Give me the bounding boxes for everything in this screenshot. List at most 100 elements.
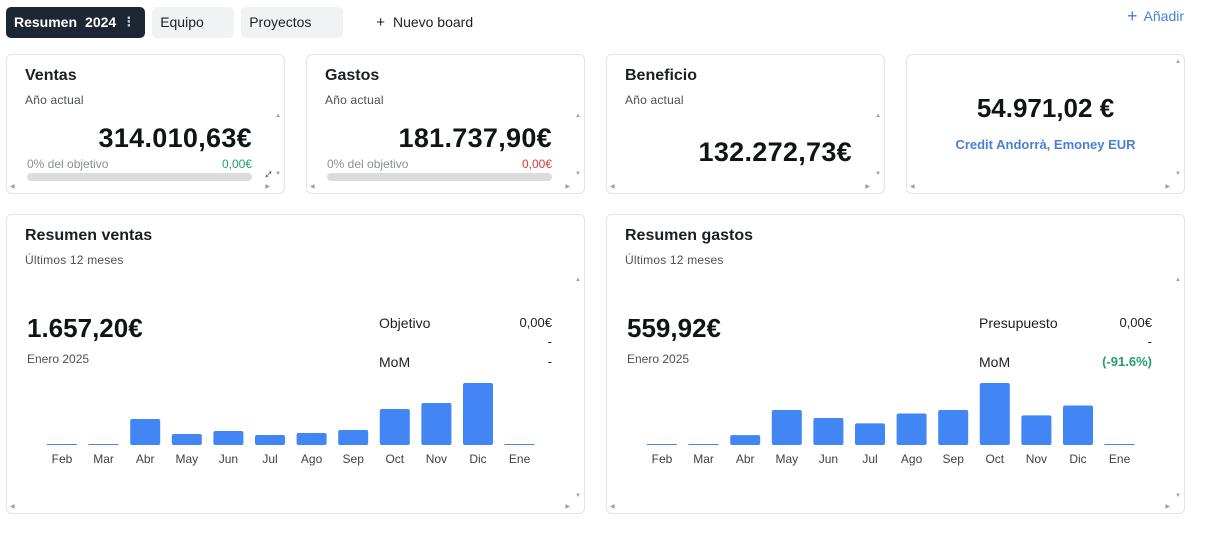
tab-equipo-label: Equipo (160, 14, 204, 30)
chart-bar-feb[interactable] (47, 444, 77, 445)
scroll-right-icon[interactable]: ▶ (865, 184, 870, 190)
chart-bar-dic[interactable] (463, 383, 493, 445)
tab-resumen[interactable]: Resumen 2024 ⋮ (6, 6, 146, 38)
summary-period: Enero 2025 (627, 352, 690, 366)
plus-icon: + (1127, 6, 1138, 26)
scroll-right-icon[interactable]: ▶ (1165, 504, 1170, 510)
chart-bar-oct[interactable] (979, 383, 1010, 445)
chart-bar-ene[interactable] (504, 444, 535, 445)
goal-value: 0,00€ (519, 315, 552, 330)
chart-bar-jul[interactable] (855, 423, 885, 445)
kpi-value: 314.010,63€ (98, 123, 252, 153)
card-title: Resumen gastos (625, 227, 754, 244)
add-widget-button[interactable]: + Añadir (1127, 6, 1184, 26)
budget-label: Presupuesto (979, 315, 1058, 331)
goal-progress-text: 0% del objetivo 0,00€ (327, 157, 552, 171)
chart-x-label: Ene (1109, 452, 1131, 466)
chart-x-label: Feb (652, 452, 673, 466)
chart-x-label: Nov (426, 452, 447, 466)
expenses-summary-card[interactable]: Resumen gastos Últimos 12 meses 559,92€ … (606, 214, 1185, 514)
chart-x-label: Mar (93, 452, 114, 466)
card-title: Resumen ventas (25, 227, 153, 244)
tab-equipo[interactable]: Equipo (152, 6, 235, 38)
chart-bar-sep[interactable] (938, 409, 969, 445)
scroll-down-icon[interactable]: ▼ (875, 171, 881, 177)
kebab-menu-icon[interactable]: ⋮ (122, 14, 136, 29)
scroll-down-icon[interactable]: ▼ (575, 171, 581, 177)
tab-proyectos-label: Proyectos (249, 14, 312, 30)
new-board-label: Nuevo board (392, 14, 474, 30)
scroll-down-icon[interactable]: ▼ (275, 171, 281, 177)
new-board-button[interactable]: + Nuevo board (376, 14, 473, 31)
scroll-left-icon[interactable]: ◀ (10, 184, 15, 190)
mom-value: (-91.6%) (1102, 354, 1152, 369)
chart-bar-dic[interactable] (1063, 405, 1093, 445)
sales-kpi-card[interactable]: Ventas Año actual 314.010,63€ 0% del obj… (6, 54, 285, 194)
summary-period: Enero 2025 (27, 352, 90, 366)
plus-icon: + (376, 13, 385, 31)
chart-x-label: Feb (52, 452, 73, 466)
balance-accounts-link[interactable]: Credit Andorrà, Emoney EUR (955, 137, 1136, 152)
scroll-left-icon[interactable]: ◀ (610, 184, 615, 190)
card-subtitle: Últimos 12 meses (25, 253, 124, 267)
scroll-up-icon[interactable]: ▲ (575, 277, 581, 283)
scroll-up-icon[interactable]: ▲ (875, 113, 881, 119)
profit-kpi-card[interactable]: Beneficio Año actual 132.272,73€ ▲ ▼ ◀ ▶ (606, 54, 885, 194)
chart-bar-jun[interactable] (213, 431, 244, 445)
chart-x-label: Jun (819, 452, 838, 466)
sales-summary-card[interactable]: Resumen ventas Últimos 12 meses 1.657,20… (6, 214, 585, 514)
chart-x-label: Dic (469, 452, 486, 466)
chart-bar-ago[interactable] (896, 413, 927, 445)
tab-proyectos[interactable]: Proyectos (241, 6, 344, 38)
chart-bar-mar[interactable] (688, 444, 719, 445)
chart-bar-sep[interactable] (338, 430, 369, 445)
add-widget-label: Añadir (1143, 8, 1184, 24)
scroll-left-icon[interactable]: ◀ (910, 184, 915, 190)
card-title: Beneficio (625, 67, 698, 84)
scroll-left-icon[interactable]: ◀ (10, 504, 15, 510)
chart-x-label: Abr (736, 452, 755, 466)
expenses-kpi-card[interactable]: Gastos Año actual 181.737,90€ 0% del obj… (306, 54, 585, 194)
chart-x-label: Nov (1026, 452, 1047, 466)
scroll-right-icon[interactable]: ▶ (265, 184, 270, 190)
scroll-left-icon[interactable]: ◀ (310, 184, 315, 190)
chart-bar-abr[interactable] (730, 435, 761, 445)
scroll-right-icon[interactable]: ▶ (565, 184, 570, 190)
chart-x-label: Jun (219, 452, 238, 466)
scroll-right-icon[interactable]: ▶ (565, 504, 570, 510)
chart-bar-nov[interactable] (421, 403, 452, 445)
chart-bar-mar[interactable] (88, 444, 119, 445)
tab-resumen-year: 2024 (85, 14, 117, 30)
chart-bar-feb[interactable] (647, 444, 677, 445)
scroll-left-icon[interactable]: ◀ (610, 504, 615, 510)
chart-bar-abr[interactable] (130, 419, 161, 445)
chart-x-label: Jul (262, 452, 277, 466)
chart-x-label: Oct (985, 452, 1004, 466)
balance-card[interactable]: 54.971,02 € Credit Andorrà, Emoney EUR ▲… (906, 54, 1185, 194)
scroll-up-icon[interactable]: ▲ (275, 113, 281, 119)
chart-bar-jun[interactable] (813, 418, 844, 445)
chart-bar-jul[interactable] (255, 435, 285, 445)
chart-x-label: Oct (385, 452, 404, 466)
balance-value: 54.971,02 € (976, 93, 1115, 123)
scroll-right-icon[interactable]: ▶ (1165, 184, 1170, 190)
card-subtitle: Últimos 12 meses (625, 253, 724, 267)
scroll-up-icon[interactable]: ▲ (1175, 59, 1181, 65)
board-tabs: Resumen 2024 ⋮ Equipo Proyectos + Nuevo … (6, 6, 473, 38)
chart-bar-may[interactable] (171, 434, 202, 445)
scroll-down-icon[interactable]: ▼ (1175, 493, 1181, 499)
scroll-up-icon[interactable]: ▲ (1175, 277, 1181, 283)
chart-x-label: Ene (509, 452, 531, 466)
chart-x-label: May (175, 452, 198, 466)
chart-x-label: May (775, 452, 798, 466)
chart-bar-ago[interactable] (296, 433, 327, 445)
chart-bar-oct[interactable] (379, 409, 410, 445)
chart-x-label: Sep (943, 452, 965, 466)
chart-bar-nov[interactable] (1021, 415, 1052, 445)
scroll-down-icon[interactable]: ▼ (1175, 171, 1181, 177)
chart-bar-ene[interactable] (1104, 444, 1135, 445)
scroll-down-icon[interactable]: ▼ (575, 493, 581, 499)
scroll-up-icon[interactable]: ▲ (575, 113, 581, 119)
card-subtitle: Año actual (625, 93, 684, 107)
chart-bar-may[interactable] (771, 409, 802, 445)
